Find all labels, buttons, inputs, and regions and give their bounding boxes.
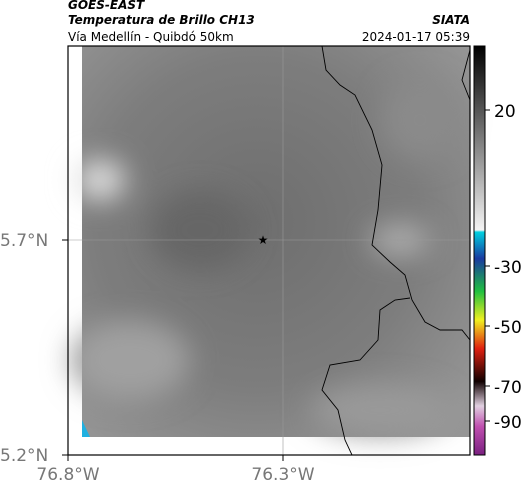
border xyxy=(321,45,471,341)
region: Vía Medellín - Quibdó 50km xyxy=(68,30,234,44)
colorbar-label: -30 xyxy=(494,258,522,278)
source: GOES-EAST xyxy=(68,0,145,12)
colorbar-label: -90 xyxy=(494,413,522,433)
map-frame xyxy=(67,45,471,456)
colorbar-label: -50 xyxy=(494,318,522,338)
colorbar-label: -70 xyxy=(494,378,522,398)
colorbar xyxy=(473,45,486,456)
agency: SIATA xyxy=(432,13,470,27)
colorbar-label: 20 xyxy=(494,102,516,122)
city-marker: ★ xyxy=(258,233,269,247)
lat-label: 5.2°N xyxy=(0,446,48,466)
lon-label: 76.3°W xyxy=(251,465,314,485)
datetime: 2024-01-17 05:39 xyxy=(361,30,470,44)
cold-cloud xyxy=(82,420,90,437)
border xyxy=(461,49,471,101)
lat-label: 5.7°N xyxy=(0,231,48,251)
lon-label: 76.8°W xyxy=(36,465,99,485)
product: Temperatura de Brillo CH13 xyxy=(68,13,255,27)
colorbar-ticks xyxy=(485,109,490,422)
border xyxy=(321,297,411,456)
cloud-texture xyxy=(70,80,460,435)
